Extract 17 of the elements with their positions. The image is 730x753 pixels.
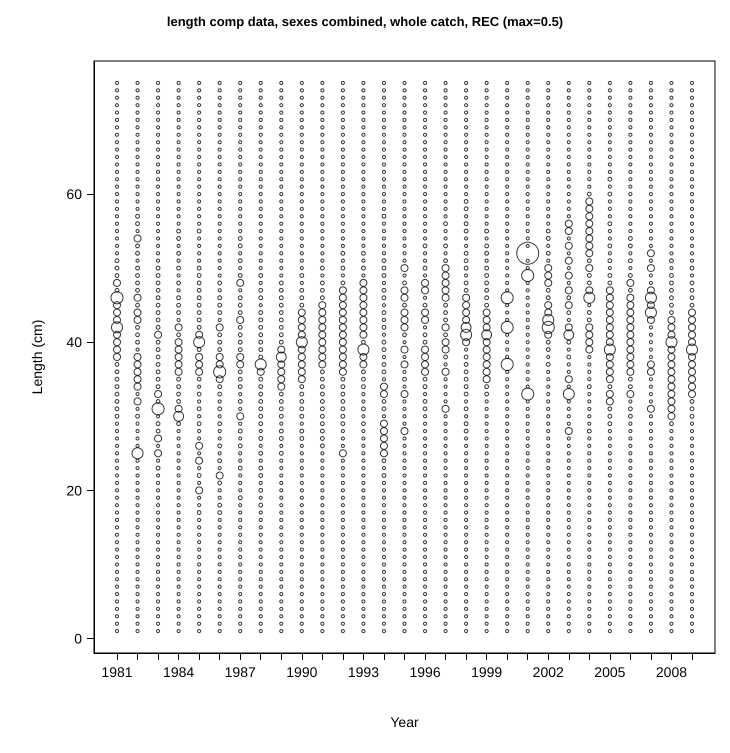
x-tick-label: 2005: [594, 664, 626, 680]
x-tick-label: 1981: [101, 664, 133, 680]
x-axis-title: Year: [390, 714, 419, 730]
x-tick-label: 2008: [656, 664, 688, 680]
y-tick-label: 20: [66, 482, 82, 498]
y-axis-title: Length (cm): [29, 320, 45, 394]
y-tick-label: 60: [66, 186, 82, 202]
y-tick-label: 0: [74, 630, 82, 646]
x-tick-label: 1990: [286, 664, 318, 680]
x-tick-label: 1999: [471, 664, 502, 680]
x-tick-label: 2002: [532, 664, 564, 680]
x-tick-label: 1993: [348, 664, 380, 680]
x-tick-label: 1987: [224, 664, 256, 680]
y-tick-label: 40: [66, 334, 82, 350]
chart-title: length comp data, sexes combined, whole catch, REC (max=0.5): [166, 14, 564, 29]
x-tick-label: 1996: [409, 664, 441, 680]
x-tick-label: 1984: [163, 664, 194, 680]
